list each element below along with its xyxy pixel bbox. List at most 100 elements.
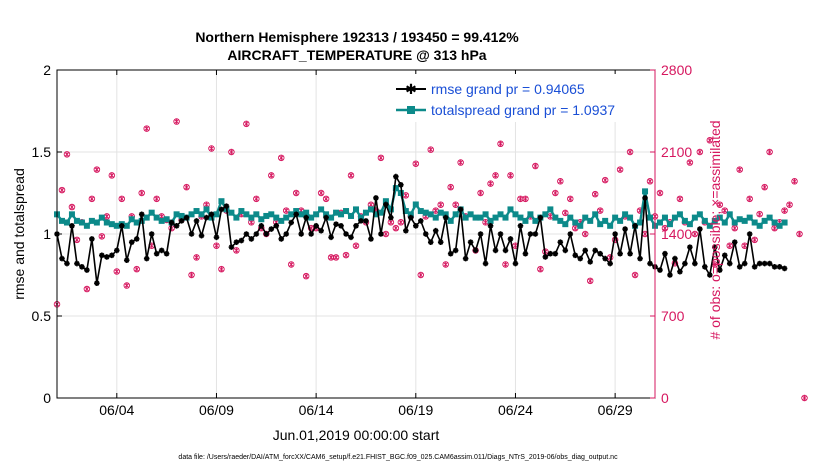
x-tick-label: 06/04: [99, 402, 134, 418]
rmse-point: [268, 226, 275, 232]
obs-assimilated-point: [418, 272, 424, 278]
totalspread-point: [268, 211, 275, 218]
rmse-point: [592, 247, 598, 254]
totalspread-point: [691, 214, 698, 221]
totalspread-point: [213, 211, 220, 218]
obs-assimilated-point: [453, 201, 459, 208]
obs-assimilated-point: [174, 118, 180, 125]
obs-assimilated-point: [213, 242, 219, 249]
obs-assimilated-point: [303, 273, 309, 279]
totalspread-point: [676, 211, 683, 218]
rmse-point: [94, 280, 100, 286]
rmse-point: [687, 244, 693, 250]
rmse-point: [707, 272, 713, 278]
y-axis-left-label: rmse and totalspread: [11, 168, 27, 300]
totalspread-point: [776, 222, 783, 229]
rmse-point: [702, 264, 708, 270]
totalspread-point: [153, 214, 160, 221]
totalspread-point: [686, 221, 693, 228]
obs-assimilated-point: [438, 201, 444, 208]
obs-assimilated-point: [617, 166, 623, 173]
rmse-point: [726, 260, 733, 267]
obs-assimilated-point: [742, 242, 748, 249]
totalspread-point: [452, 211, 459, 218]
rmse-point: [642, 195, 648, 201]
obs-assimilated-point: [502, 261, 509, 268]
totalspread-point: [427, 211, 434, 218]
obs-assimilated-point: [557, 178, 563, 185]
rmse-point: [288, 219, 295, 226]
chart-title-line1: Northern Hemisphere 192313 / 193450 = 99…: [195, 29, 519, 45]
totalspread-point: [392, 185, 399, 192]
totalspread-point: [148, 209, 155, 216]
totalspread-point: [482, 211, 489, 218]
rmse-point: [263, 231, 270, 237]
totalspread-point: [83, 222, 90, 229]
y-left-tick-label: 1.5: [32, 144, 52, 160]
totalspread-point: [357, 214, 364, 221]
totalspread-point: [238, 208, 245, 215]
rmse-point: [627, 250, 633, 257]
obs-assimilated-point: [587, 278, 593, 284]
obs-assimilated-point: [677, 196, 683, 202]
totalspread-point: [582, 214, 589, 221]
totalspread-point: [143, 214, 150, 221]
chart-title-line2: AIRCRAFT_TEMPERATURE @ 313 hPa: [227, 47, 486, 63]
rmse-point: [721, 252, 728, 259]
totalspread-point: [328, 214, 335, 221]
rmse-point: [452, 247, 459, 254]
totalspread-point: [771, 219, 778, 226]
rmse-point: [114, 247, 120, 254]
x-tick-label: 06/29: [598, 402, 633, 418]
rmse-point: [363, 218, 369, 224]
rmse-point: [353, 223, 359, 229]
obs-assimilated-point: [139, 190, 145, 196]
obs-assimilated-point: [104, 213, 110, 220]
rmse-point: [413, 223, 419, 229]
totalspread-point: [597, 221, 604, 228]
rmse-point: [89, 236, 95, 242]
rmse-point: [233, 239, 240, 245]
totalspread-point: [572, 219, 579, 226]
rmse-point: [587, 259, 594, 265]
totalspread-point: [318, 206, 325, 213]
obs-assimilated-point: [647, 178, 653, 185]
totalspread-point: [308, 214, 315, 221]
totalspread-point: [587, 217, 594, 224]
totalspread-point: [178, 212, 185, 219]
rmse-point: [343, 231, 349, 237]
totalspread-point: [298, 211, 305, 218]
totalspread-point: [288, 211, 295, 218]
rmse-point: [697, 226, 703, 232]
rmse-point: [427, 239, 434, 245]
legend-spread-label: totalspread grand pr = 1.0937: [431, 102, 615, 118]
obs-assimilated-point: [378, 155, 384, 161]
totalspread-point: [666, 221, 673, 228]
rmse-point: [238, 237, 245, 244]
rmse-point: [672, 255, 678, 262]
obs-assimilated-point: [293, 190, 299, 196]
rmse-point: [462, 255, 469, 262]
totalspread-point: [527, 211, 534, 218]
rmse-point: [492, 247, 499, 254]
rmse-point: [712, 244, 718, 250]
obs-assimilated-point: [537, 266, 543, 272]
obs-assimilated-point: [398, 219, 404, 226]
rmse-point: [328, 234, 334, 241]
rmse-point: [79, 264, 85, 270]
totalspread-point: [198, 211, 205, 218]
rmse-point: [218, 206, 225, 213]
totalspread-point: [218, 198, 225, 205]
rmse-point: [388, 214, 394, 221]
totalspread-point: [338, 211, 345, 218]
totalspread-point: [721, 219, 728, 226]
rmse-point: [373, 195, 379, 201]
rmse-point: [422, 231, 429, 237]
totalspread-point: [58, 217, 65, 224]
totalspread-point: [362, 209, 369, 216]
rmse-point: [617, 250, 623, 257]
legend: ✱ rmse grand pr = 0.94065 totalspread gr…: [392, 74, 652, 122]
rmse-point: [637, 255, 643, 262]
rmse-point: [512, 260, 519, 267]
